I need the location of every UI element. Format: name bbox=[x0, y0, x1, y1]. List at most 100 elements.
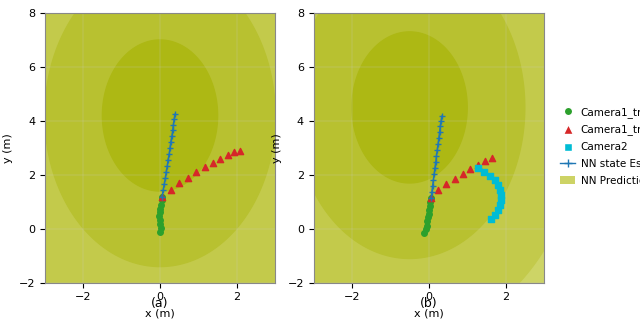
Polygon shape bbox=[0, 0, 448, 325]
Polygon shape bbox=[45, 0, 275, 266]
Camera1_transf_output bbox=[487, 155, 497, 161]
Camera1_transf_output bbox=[235, 148, 245, 153]
NN state Estimate bbox=[428, 196, 435, 200]
Camera1_transf_input bbox=[156, 198, 166, 203]
Camera1_transf_input bbox=[156, 202, 166, 207]
NN state Estimate bbox=[159, 188, 167, 192]
NN state Estimate bbox=[428, 189, 436, 193]
Camera1_transf_output bbox=[166, 187, 176, 192]
NN state Estimate bbox=[161, 182, 168, 186]
Camera1_transf_output bbox=[174, 181, 184, 186]
Camera1_transf_output bbox=[442, 182, 452, 187]
Camera1_transf_input bbox=[422, 223, 432, 228]
Camera1_transf_input bbox=[423, 215, 433, 220]
NN state Estimate bbox=[163, 164, 171, 168]
NN state Estimate bbox=[166, 146, 174, 150]
NN state Estimate bbox=[434, 142, 442, 146]
Camera2 bbox=[493, 207, 503, 213]
Camera1_transf_output bbox=[191, 170, 201, 175]
Camera1_transf_output bbox=[433, 188, 444, 193]
Camera2 bbox=[485, 173, 495, 178]
Camera1_transf_input bbox=[419, 230, 429, 235]
Camera2 bbox=[473, 165, 483, 170]
Camera1_transf_output bbox=[157, 194, 167, 200]
Title: (b): (b) bbox=[420, 297, 438, 310]
NN state Estimate bbox=[436, 130, 444, 134]
Y-axis label: y (m): y (m) bbox=[272, 133, 282, 163]
Polygon shape bbox=[64, 0, 640, 325]
Polygon shape bbox=[0, 0, 390, 325]
Camera1_transf_input bbox=[426, 195, 436, 201]
Polygon shape bbox=[0, 0, 506, 325]
NN state Estimate bbox=[164, 158, 172, 162]
Polygon shape bbox=[237, 0, 582, 325]
Camera2 bbox=[490, 178, 500, 183]
X-axis label: x (m): x (m) bbox=[414, 308, 444, 318]
Camera1_transf_input bbox=[425, 199, 435, 204]
NN state Estimate bbox=[431, 166, 439, 170]
NN state Estimate bbox=[436, 124, 444, 128]
Polygon shape bbox=[294, 0, 525, 258]
Camera1_transf_input bbox=[155, 229, 165, 235]
Camera1_transf_input bbox=[155, 210, 165, 215]
NN state Estimate bbox=[170, 123, 177, 127]
Camera1_transf_input bbox=[422, 219, 433, 224]
Camera1_transf_input bbox=[157, 194, 167, 200]
Camera1_transf_input bbox=[154, 214, 164, 219]
Camera2 bbox=[495, 187, 505, 192]
NN state Estimate bbox=[168, 134, 176, 138]
NN state Estimate bbox=[433, 148, 441, 152]
Line: NN state Estimate: NN state Estimate bbox=[428, 112, 445, 201]
Camera1_transf_input bbox=[156, 221, 166, 227]
Camera2 bbox=[496, 198, 506, 203]
NN state Estimate bbox=[167, 140, 175, 144]
Polygon shape bbox=[102, 40, 218, 191]
Camera1_transf_output bbox=[480, 158, 490, 163]
NN state Estimate bbox=[435, 136, 443, 140]
Camera1_transf_output bbox=[200, 165, 210, 170]
Camera1_transf_input bbox=[424, 207, 435, 213]
Camera1_transf_input bbox=[156, 206, 166, 211]
NN state Estimate bbox=[430, 172, 438, 176]
Camera2 bbox=[496, 192, 506, 198]
Camera1_transf_output bbox=[182, 175, 193, 180]
Camera1_transf_output bbox=[426, 195, 436, 201]
NN state Estimate bbox=[432, 160, 440, 164]
Camera1_transf_output bbox=[473, 162, 483, 167]
Camera1_transf_output bbox=[449, 176, 460, 181]
NN state Estimate bbox=[170, 117, 178, 121]
Camera1_transf_output bbox=[223, 152, 233, 158]
Line: NN state Estimate: NN state Estimate bbox=[159, 111, 179, 201]
Camera1_transf_input bbox=[424, 203, 435, 208]
Camera2 bbox=[479, 169, 490, 174]
NN state Estimate bbox=[171, 112, 179, 116]
NN state Estimate bbox=[161, 176, 169, 180]
NN state Estimate bbox=[438, 114, 445, 118]
X-axis label: x (m): x (m) bbox=[145, 308, 175, 318]
Camera1_transf_input bbox=[420, 227, 431, 232]
Camera1_transf_output bbox=[229, 150, 239, 155]
NN state Estimate bbox=[158, 195, 166, 199]
Camera1_transf_output bbox=[458, 171, 468, 176]
Camera1_transf_output bbox=[465, 166, 476, 172]
Legend: Camera1_transf_input, Camera1_transf_output, Camera2, NN state Estimate, NN Pred: Camera1_transf_input, Camera1_transf_out… bbox=[556, 103, 640, 190]
Polygon shape bbox=[0, 0, 563, 325]
Y-axis label: y (m): y (m) bbox=[3, 133, 13, 163]
Camera1_transf_input bbox=[424, 211, 434, 216]
NN state Estimate bbox=[165, 152, 173, 156]
Camera2 bbox=[490, 212, 500, 217]
Polygon shape bbox=[352, 32, 467, 183]
Camera2 bbox=[493, 183, 503, 188]
Camera2 bbox=[495, 202, 505, 208]
NN state Estimate bbox=[433, 154, 440, 158]
Polygon shape bbox=[122, 0, 640, 325]
Polygon shape bbox=[179, 0, 640, 325]
Camera1_transf_input bbox=[156, 226, 166, 231]
NN state Estimate bbox=[429, 178, 437, 182]
NN state Estimate bbox=[429, 184, 436, 188]
Camera1_transf_output bbox=[207, 160, 218, 165]
NN state Estimate bbox=[163, 170, 170, 174]
NN state Estimate bbox=[437, 119, 445, 123]
Title: (a): (a) bbox=[151, 297, 169, 310]
NN state Estimate bbox=[169, 128, 177, 132]
